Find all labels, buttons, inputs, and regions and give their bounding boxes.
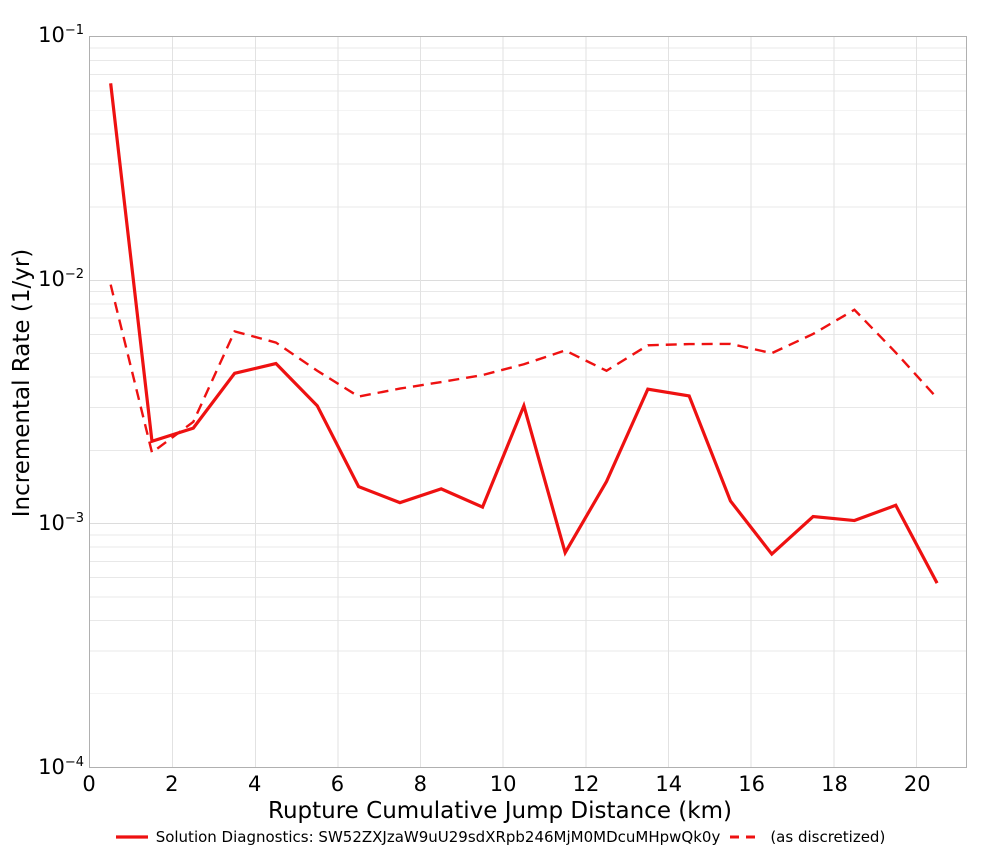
x-tick-label: 18 — [821, 772, 848, 796]
y-axis-title-container: Incremental Rate (1/yr) — [0, 0, 35, 768]
y-tick-label: 10−3 — [38, 511, 84, 535]
legend-solid-line-icon — [115, 835, 148, 839]
y-axis-title: Incremental Rate (1/yr) — [9, 248, 35, 518]
legend-label: (as discretized) — [770, 828, 886, 846]
x-tick-label: 16 — [738, 772, 766, 796]
y-tick-label: 10−2 — [38, 267, 84, 291]
x-tick-label: 2 — [165, 772, 179, 796]
grid-layer — [90, 37, 966, 767]
x-tick-label: 6 — [330, 772, 345, 796]
x-tick-label: 10 — [489, 772, 517, 796]
x-tick-label: 14 — [655, 772, 683, 796]
legend-dashed-line-icon — [730, 835, 763, 839]
plot-area — [89, 36, 967, 768]
legend-label: Solution Diagnostics: SW52ZXJzaW9uU29sdX… — [155, 828, 721, 846]
x-tick-label: 8 — [413, 772, 427, 796]
legend-entry[interactable]: (as discretized) — [729, 828, 885, 846]
y-tick-label: 10−4 — [38, 755, 84, 779]
x-tick-label: 4 — [247, 772, 262, 796]
x-tick-label: 20 — [903, 772, 931, 796]
series-layer — [109, 83, 939, 584]
chart-legend: Solution Diagnostics: SW52ZXJzaW9uU29sdX… — [0, 828, 1000, 846]
legend-entry[interactable]: Solution Diagnostics: SW52ZXJzaW9uU29sdX… — [115, 828, 721, 846]
series-line-2 — [109, 284, 938, 455]
y-tick-label: 10−1 — [38, 23, 84, 47]
series-line-1 — [109, 83, 939, 584]
x-tick-label: 0 — [82, 772, 96, 796]
x-axis-title: Rupture Cumulative Jump Distance (km) — [268, 798, 732, 824]
x-tick-label: 12 — [572, 772, 600, 796]
